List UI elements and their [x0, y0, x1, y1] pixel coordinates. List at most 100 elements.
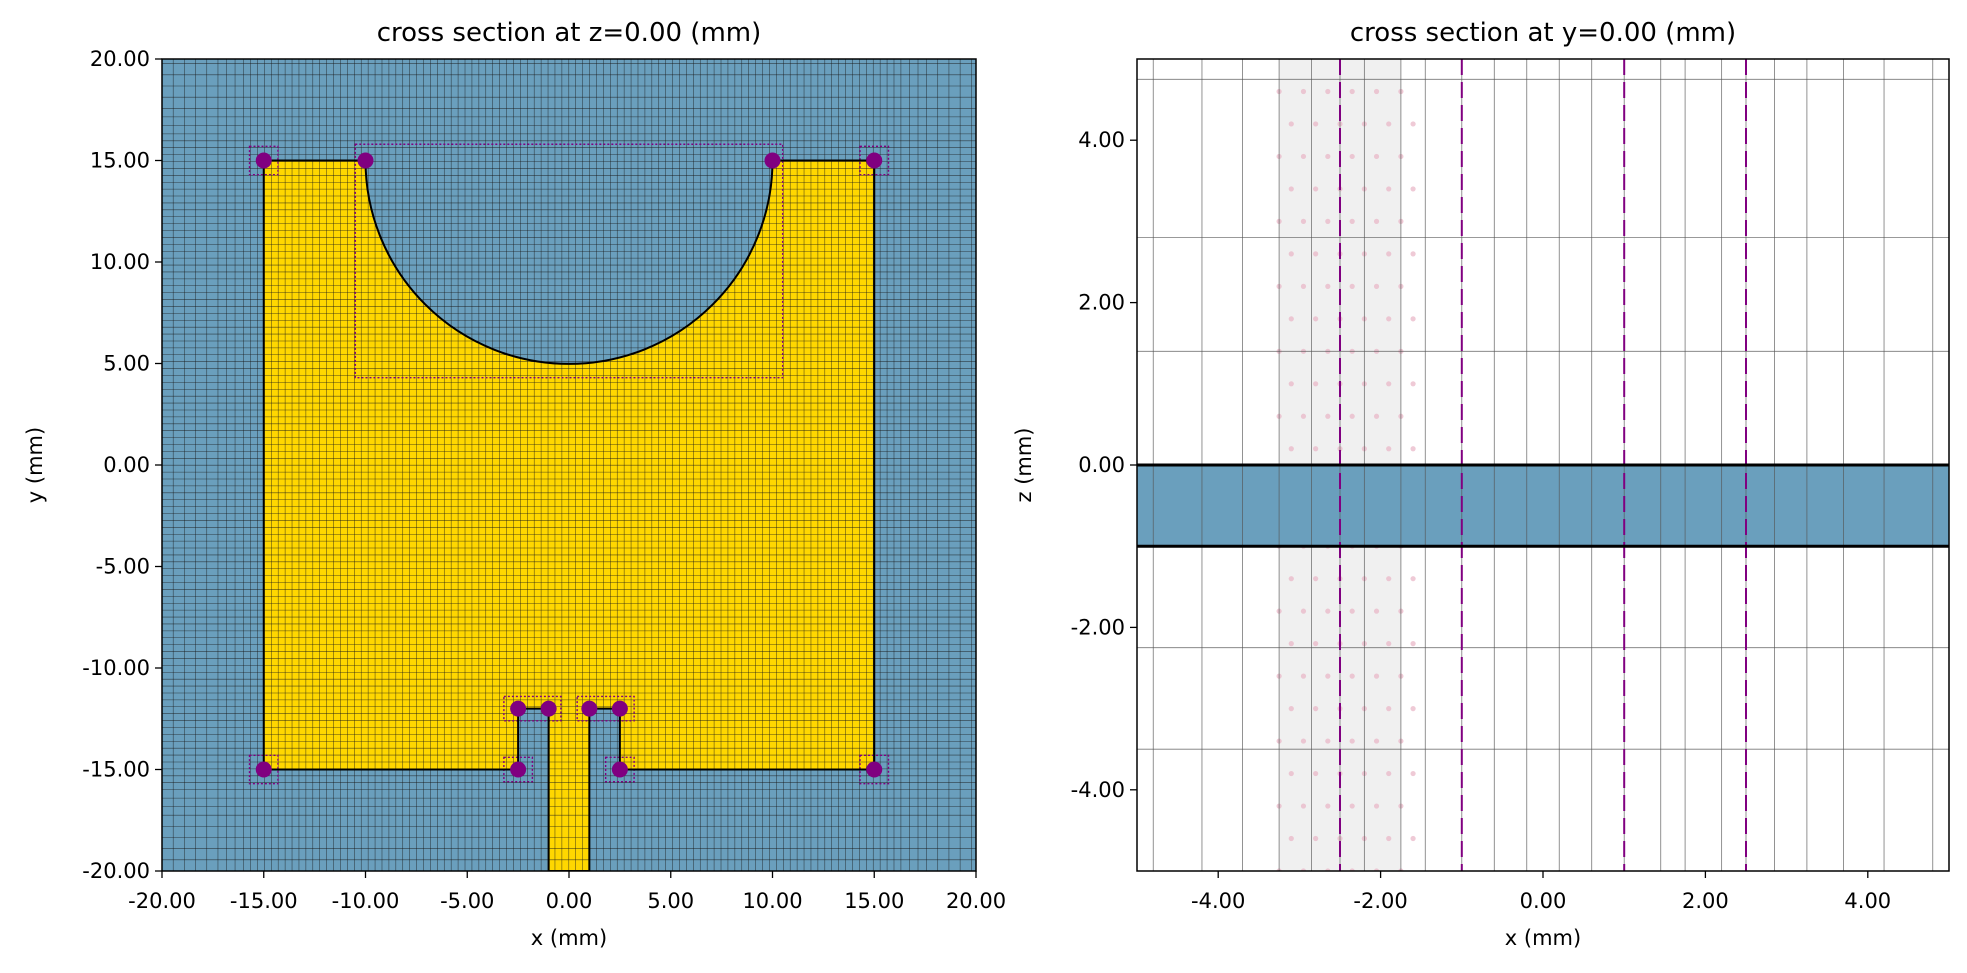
band-dot: [1325, 608, 1331, 614]
vertex-marker: [357, 152, 374, 169]
band-dot: [1373, 738, 1380, 744]
band-dot: [1349, 218, 1355, 224]
y-tick-label: -15.00: [82, 758, 150, 782]
left-x-ticks: -20.00 -15.00 -10.00 -5.00 0.00 5.00 10.00 15.0…: [128, 871, 1006, 913]
band-dot: [1313, 446, 1319, 452]
x-tick-label: -10.00: [332, 889, 400, 913]
substrate-edges: [1137, 463, 1949, 548]
band-dot: [1349, 88, 1355, 95]
refinement-box: [354, 143, 784, 379]
band-dot: [1349, 738, 1355, 744]
vertex-marker: [611, 761, 628, 778]
band-dot: [1386, 121, 1392, 127]
band-dot: [1410, 576, 1416, 582]
band-dot: [1325, 803, 1331, 809]
band-dot: [1410, 641, 1416, 647]
y-tick-label: 4.00: [1078, 128, 1125, 152]
vertex-marker: [866, 152, 883, 169]
band-dot: [1386, 706, 1392, 712]
vertex-marker: [540, 700, 557, 717]
band-dot: [1313, 316, 1319, 322]
right-y-axis-label: z (mm): [1012, 428, 1036, 503]
vertex-marker: [255, 152, 272, 169]
band-dot: [1288, 121, 1294, 127]
band-dot: [1313, 576, 1319, 582]
band-dot: [1349, 608, 1355, 614]
refinement-box: [576, 695, 635, 722]
band-dot: [1386, 446, 1392, 452]
conductor-outline: [262, 159, 876, 871]
band-dot: [1373, 283, 1380, 289]
y-tick-label: 0.00: [1078, 453, 1125, 477]
band-dot: [1300, 673, 1307, 679]
band-dot: [1325, 673, 1331, 679]
left-y-axis-label: y (mm): [23, 427, 47, 503]
x-tick-label: 4.00: [1844, 889, 1891, 913]
y-tick-label: 10.00: [90, 250, 150, 274]
band-dot: [1313, 121, 1319, 127]
y-tick-label: 5.00: [103, 352, 150, 376]
band-dot: [1288, 641, 1294, 647]
band-dot: [1386, 316, 1392, 322]
y-tick-label: -2.00: [1071, 615, 1125, 639]
band-dot: [1300, 803, 1307, 809]
band-dot: [1349, 413, 1355, 419]
x-tick-label: 0.00: [1520, 889, 1567, 913]
band-dot: [1349, 153, 1355, 160]
band-dot: [1300, 608, 1307, 614]
band-dot: [1300, 88, 1307, 95]
x-tick-label: -2.00: [1353, 889, 1407, 913]
band-dot: [1313, 381, 1319, 387]
band-dot: [1313, 641, 1319, 647]
x-tick-label: 20.00: [946, 889, 1006, 913]
band-dot: [1288, 770, 1294, 777]
x-tick-label: 0.00: [546, 889, 593, 913]
band-dot: [1410, 121, 1416, 127]
band-dot: [1313, 835, 1319, 842]
band-dot: [1373, 608, 1380, 614]
band-dot: [1313, 251, 1319, 257]
x-tick-label: -5.00: [440, 889, 494, 913]
band-dot: [1313, 706, 1319, 712]
left-panel: cross section at z=0.00 (mm) -20.00 -15.0…: [23, 18, 1006, 950]
band-dot: [1386, 381, 1392, 387]
vertex-marker: [581, 700, 598, 717]
vertex-marker: [255, 761, 272, 778]
band-dot: [1325, 88, 1331, 95]
band-dot: [1386, 770, 1392, 777]
x-tick-label: -15.00: [230, 889, 298, 913]
band-dot: [1288, 706, 1294, 712]
left-mesh-grid: [162, 59, 976, 871]
x-tick-label: 5.00: [647, 889, 694, 913]
x-tick-label: 2.00: [1682, 889, 1729, 913]
band-dot: [1386, 576, 1392, 582]
band-dot: [1300, 738, 1307, 744]
y-tick-label: -10.00: [82, 656, 150, 680]
band-dot: [1300, 218, 1307, 224]
x-tick-label: 10.00: [742, 889, 802, 913]
right-x-axis-label: x (mm): [1505, 926, 1581, 950]
band-dot: [1410, 446, 1416, 452]
band-dot: [1373, 413, 1380, 419]
band-dot: [1349, 803, 1355, 809]
band-dot: [1325, 218, 1331, 224]
y-tick-label: 0.00: [103, 453, 150, 477]
band-dot: [1288, 381, 1294, 387]
vertex-marker: [764, 152, 781, 169]
right-chart-title: cross section at y=0.00 (mm): [1350, 18, 1736, 48]
y-tick-label: -5.00: [96, 555, 150, 579]
band-dot: [1386, 641, 1392, 647]
right-x-ticks: -4.00 -2.00 0.00 2.00 4.00: [1191, 871, 1891, 913]
band-dot: [1386, 186, 1392, 192]
band-dot: [1300, 283, 1307, 289]
x-tick-label: -20.00: [128, 889, 196, 913]
refinement-box: [503, 695, 562, 722]
band-dot: [1288, 576, 1294, 582]
y-tick-label: -20.00: [82, 859, 150, 883]
vertex-marker: [611, 700, 628, 717]
band-dot: [1373, 153, 1380, 160]
band-dot: [1325, 413, 1331, 419]
band-dot: [1288, 446, 1294, 452]
band-dot: [1300, 153, 1307, 160]
band-dot: [1288, 835, 1294, 842]
